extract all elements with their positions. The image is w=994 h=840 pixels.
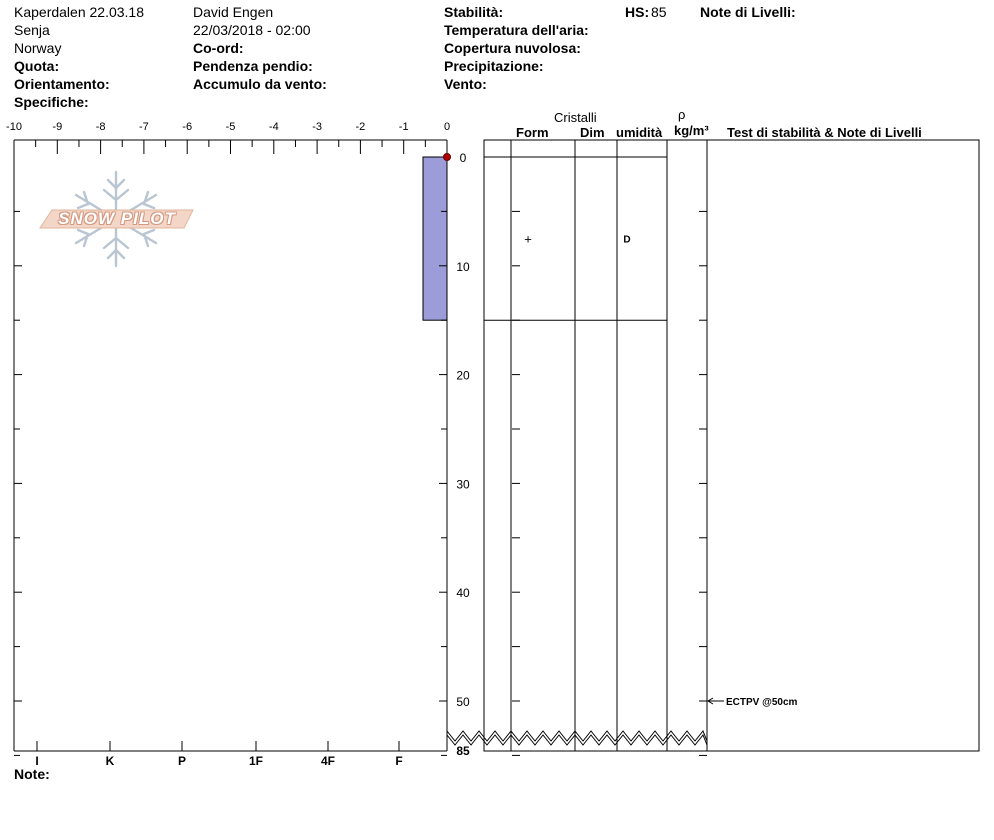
- orientamento-label: Orientamento:: [14, 76, 110, 92]
- temp-tick-label: -7: [139, 121, 149, 133]
- header-dim: Dim: [580, 125, 605, 140]
- depth-break-label: 85: [456, 744, 470, 758]
- depth-tick-label: 40: [456, 586, 470, 600]
- layer-wetness: D: [623, 235, 630, 246]
- observer: David Engen: [193, 4, 274, 20]
- copertura-label: Copertura nuvolosa:: [444, 40, 581, 56]
- hardness-tick-label: F: [395, 754, 402, 768]
- site-name: Kaperdalen 22.03.18: [14, 4, 144, 20]
- test-result-label: ECTPV @50cm: [726, 697, 798, 708]
- depth-tick-label: 10: [456, 260, 470, 274]
- note-label: Note:: [14, 766, 50, 782]
- hardness-tick-label: I: [35, 754, 38, 768]
- depth-tick-label: 50: [456, 695, 470, 709]
- surface-temperature-point: [443, 153, 451, 161]
- hardness-tick-label: 1F: [249, 754, 263, 768]
- depth-tick-label: 0: [460, 151, 467, 165]
- depth-tick-label: 20: [456, 369, 470, 383]
- precipitazione-label: Precipitazione:: [444, 58, 544, 74]
- snowflake-icon: [39, 170, 194, 268]
- pendenza-label: Pendenza pendio:: [193, 58, 313, 74]
- depth-tick-label: 30: [456, 477, 470, 491]
- region: Senja: [14, 22, 50, 38]
- temperatura-label: Temperatura dell'aria:: [444, 22, 589, 38]
- header-umidita: umidità: [616, 125, 663, 140]
- specifiche-label: Specifiche:: [14, 94, 89, 110]
- temp-tick-label: -6: [182, 121, 192, 133]
- watermark-text: SNOW PILOT: [58, 209, 176, 228]
- header-cristalli: Cristalli: [554, 110, 597, 125]
- temp-tick-label: -2: [356, 121, 366, 133]
- temp-tick-label: -10: [6, 121, 22, 133]
- header-density-unit: kg/m³: [674, 123, 709, 138]
- temp-tick-label: -4: [269, 121, 279, 133]
- note-livelli-label: Note di Livelli:: [700, 4, 796, 20]
- hs-value: 85: [651, 4, 667, 20]
- test-result-arrowhead: [707, 697, 714, 705]
- vento-label: Vento:: [444, 76, 487, 92]
- coord-label: Co-ord:: [193, 40, 244, 56]
- layer-table-frame: [483, 139, 980, 752]
- temp-tick-label: -8: [96, 121, 106, 133]
- country: Norway: [14, 40, 62, 56]
- quota-label: Quota:: [14, 58, 60, 74]
- hardness-tick-label: 4F: [321, 754, 335, 768]
- accumulo-label: Accumulo da vento:: [193, 76, 327, 92]
- hardness-tick-label: P: [178, 754, 186, 768]
- hardness-tick-label: K: [106, 754, 115, 768]
- datetime: 22/03/2018 - 02:00: [193, 22, 311, 38]
- header-form: Form: [516, 125, 549, 140]
- layer-form-symbol: +: [524, 232, 532, 247]
- temp-tick-label: -1: [399, 121, 409, 133]
- stabilita-label: Stabilità:: [444, 4, 504, 20]
- hardness-bar: [422, 156, 448, 321]
- snowpilot-watermark: SNOW PILOT: [38, 170, 194, 270]
- temp-tick-label: -5: [226, 121, 236, 133]
- temp-tick-label: 0: [444, 121, 450, 133]
- depth-break-zigzag-lower: [446, 734, 708, 746]
- header-rho: ρ: [678, 107, 686, 122]
- header-test-notes: Test di stabilità & Note di Livelli: [727, 125, 922, 140]
- hs-label: HS:: [625, 4, 650, 20]
- temp-tick-label: -3: [312, 121, 322, 133]
- temp-tick-label: -9: [52, 121, 62, 133]
- depth-break-zigzag-upper: [446, 730, 708, 742]
